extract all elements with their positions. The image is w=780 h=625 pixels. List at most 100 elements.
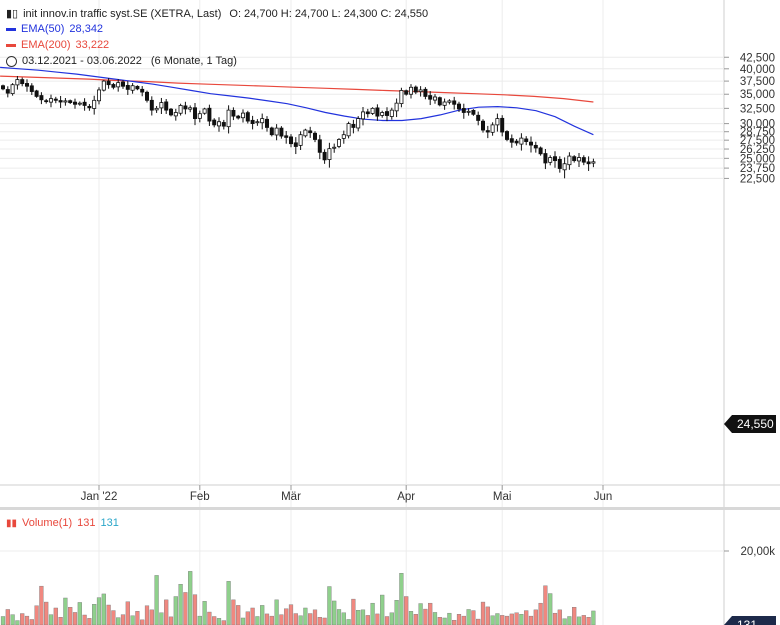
volume-bar (576, 616, 582, 625)
price-tick-label: 25,000 (740, 153, 775, 165)
volume-bar (236, 605, 241, 625)
volume-bar (456, 614, 462, 625)
candle-body (500, 117, 505, 133)
candle-body (346, 123, 351, 137)
candle-body (327, 148, 332, 160)
volume-bar (495, 613, 500, 625)
volume-bar (279, 614, 284, 625)
candle-body (255, 121, 260, 124)
clock-icon[interactable] (6, 55, 17, 67)
volume-bar (428, 602, 433, 625)
volume-bar (68, 607, 73, 625)
bar-chart-icon[interactable]: ▮▯ (6, 8, 19, 20)
volume-bar (490, 615, 495, 625)
candle-body (92, 99, 97, 109)
candle-body (490, 124, 495, 133)
volume-bar (538, 602, 543, 625)
candle-body (557, 159, 562, 169)
candle-body (437, 97, 442, 106)
volume-bar (101, 593, 106, 625)
price-tick-label: 22,500 (740, 173, 775, 185)
volume-bar (432, 612, 438, 625)
volume-bar (120, 614, 126, 625)
volume-bar (130, 615, 135, 625)
volume-bar (178, 584, 183, 625)
volume-bar (389, 612, 394, 625)
volume-bar (20, 613, 25, 625)
volume-bar (399, 573, 404, 625)
volume-bar (96, 597, 102, 625)
volume-bar (442, 617, 447, 625)
volume-bar (533, 609, 538, 625)
candle-body (212, 119, 217, 126)
volume-bar (92, 604, 97, 625)
volume-bar (365, 615, 370, 625)
volume-bar (413, 614, 418, 625)
volume-badge: 131 (737, 618, 757, 625)
volume-bar (144, 605, 150, 625)
candle-body (466, 110, 471, 113)
volume-bar (87, 618, 92, 625)
pane-separator (0, 507, 780, 510)
candle-body (274, 127, 279, 136)
candle-body (480, 120, 485, 131)
volume-bar (140, 619, 145, 625)
ohlc-values: O: 24,700 H: 24,700 L: 24,300 C: 24,550 (229, 7, 429, 20)
candle-body (341, 134, 346, 139)
volume-bar (168, 616, 174, 625)
candle-body (34, 90, 39, 97)
candle-body (485, 130, 490, 133)
candle-body (39, 95, 44, 101)
price-tick-label: 40,000 (740, 64, 775, 76)
candle-body (250, 119, 255, 125)
volume-bar (332, 600, 337, 625)
candle-body (543, 153, 548, 164)
volume-bar (548, 593, 553, 625)
candle-body (351, 123, 356, 128)
candle-body (130, 85, 135, 91)
volume-axis: 20,00k (724, 546, 775, 558)
volume-icon: ▮▮ (6, 517, 18, 529)
time-axis: Jan '22 Feb Mär Apr Mai Jun (81, 485, 612, 503)
volume-bar (360, 609, 366, 625)
volume-bar (293, 613, 298, 625)
candle-body (586, 161, 591, 165)
candle-body (432, 96, 437, 101)
volume-bar (524, 610, 529, 625)
candle-body (140, 88, 145, 93)
candle-body (471, 109, 476, 115)
price-tick-label: 27,500 (740, 135, 775, 147)
volume-bar (202, 601, 207, 625)
volume-bar (384, 616, 390, 625)
candle-body (529, 141, 534, 146)
candle-body (567, 155, 572, 166)
ema50-value: 28,342 (69, 23, 104, 35)
volume-bar (303, 607, 308, 625)
candle-body (101, 80, 106, 91)
volume-tick-label: 20,00k (740, 546, 775, 558)
candle-body (73, 101, 78, 105)
volume-bar (519, 614, 524, 625)
volume-bar (557, 609, 562, 625)
candle-body (5, 89, 10, 94)
price-tick-label: 28,750 (740, 127, 775, 139)
volume-bar (351, 598, 356, 625)
volume-bar (24, 615, 30, 625)
volume-bar (591, 610, 596, 625)
candle-body (370, 107, 375, 114)
candle-body (308, 130, 313, 134)
candle-body (538, 147, 543, 155)
time-tick-label: Apr (397, 491, 415, 503)
volume-bar (250, 607, 255, 625)
ema50-polyline (0, 66, 594, 136)
volume-bar (39, 585, 44, 625)
candle-body (29, 85, 34, 92)
volume-bar (572, 607, 577, 625)
candle-body (418, 89, 423, 93)
volume-bar (173, 596, 178, 625)
volume-bar (5, 609, 10, 625)
volume-bar (216, 618, 222, 625)
volume-bar (197, 615, 202, 625)
candle-body (524, 138, 529, 142)
